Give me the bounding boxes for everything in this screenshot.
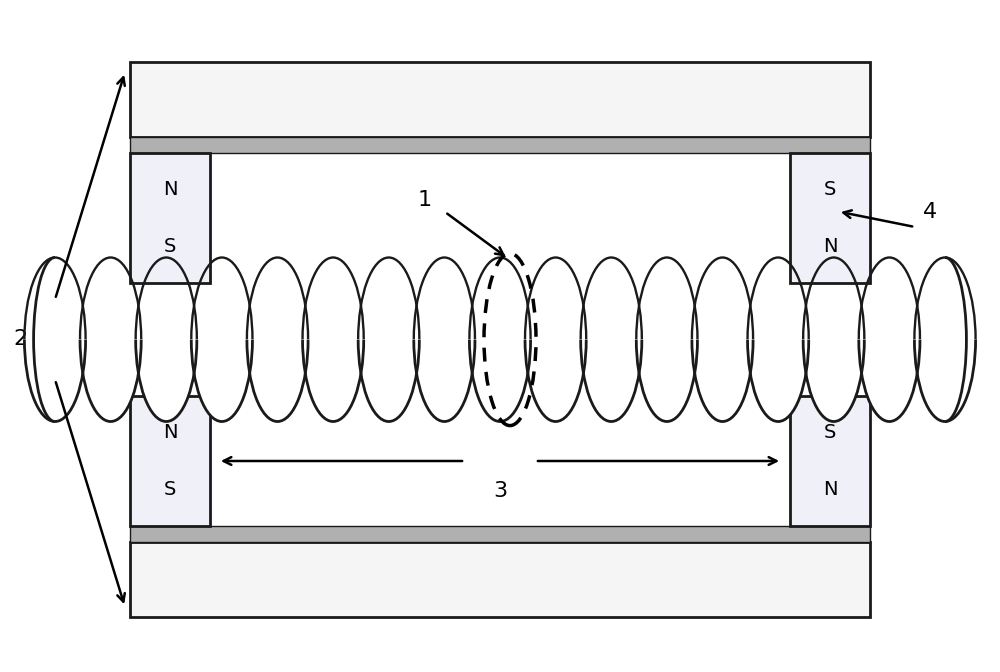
Bar <box>790 396 870 526</box>
Polygon shape <box>748 339 809 421</box>
Text: 2: 2 <box>13 329 27 349</box>
Polygon shape <box>358 339 419 421</box>
Polygon shape <box>24 339 86 421</box>
Text: S: S <box>824 180 836 199</box>
Polygon shape <box>303 339 364 421</box>
Text: N: N <box>163 180 177 199</box>
Bar <box>130 526 870 542</box>
Text: S: S <box>824 423 836 442</box>
Polygon shape <box>581 339 642 421</box>
Polygon shape <box>34 257 55 421</box>
Bar <box>130 137 870 153</box>
Bar <box>130 396 210 526</box>
Text: 4: 4 <box>923 202 937 222</box>
Text: 3: 3 <box>493 481 507 501</box>
Polygon shape <box>136 339 197 421</box>
Text: 1: 1 <box>418 190 432 210</box>
Polygon shape <box>859 339 920 421</box>
Polygon shape <box>469 339 531 421</box>
Text: N: N <box>823 480 837 499</box>
Polygon shape <box>525 339 586 421</box>
Text: N: N <box>163 423 177 442</box>
Bar <box>130 153 210 283</box>
Polygon shape <box>80 339 141 421</box>
Polygon shape <box>247 339 308 421</box>
Polygon shape <box>636 339 697 421</box>
Bar <box>130 62 870 137</box>
Polygon shape <box>692 339 753 421</box>
Polygon shape <box>803 339 864 421</box>
Polygon shape <box>191 339 252 421</box>
Polygon shape <box>414 339 475 421</box>
Bar <box>790 153 870 283</box>
Text: N: N <box>823 237 837 256</box>
Text: S: S <box>164 237 176 256</box>
Text: S: S <box>164 480 176 499</box>
Polygon shape <box>914 339 976 421</box>
Bar <box>130 542 870 617</box>
